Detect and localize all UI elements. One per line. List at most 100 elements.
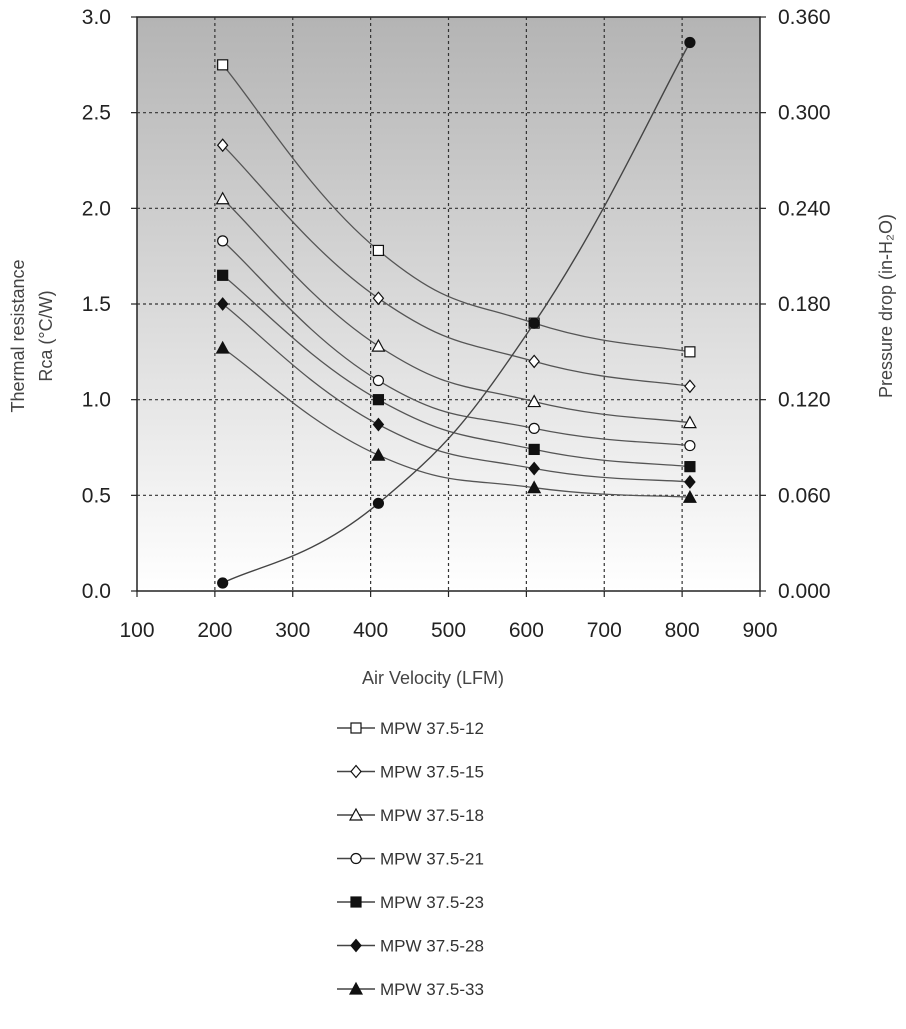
series-7 — [215, 340, 697, 503]
series-4 — [217, 235, 696, 452]
legend-marker — [348, 807, 364, 821]
data-point — [372, 291, 385, 306]
data-point — [684, 439, 696, 452]
legend-marker — [350, 938, 362, 953]
x-tick-label: 500 — [431, 619, 466, 642]
grid-lines — [137, 17, 760, 591]
y-left-tick-label: 0.0 — [82, 580, 111, 603]
data-point — [684, 379, 696, 394]
pressure-data-point — [217, 577, 229, 589]
data-point — [216, 138, 229, 153]
y-right-tick-label: 0.240 — [778, 197, 831, 220]
series-3 — [215, 191, 697, 429]
y-axis-left-title-line1: Thermal resistance — [8, 259, 28, 412]
data-point — [527, 480, 542, 494]
data-point — [217, 59, 229, 71]
y-right-tick-label: 0.120 — [778, 389, 831, 412]
series-5 — [217, 269, 696, 473]
y-right-tick-label: 0.360 — [778, 6, 831, 29]
data-point — [528, 422, 540, 434]
pressure-data-point — [372, 497, 385, 509]
legend-item: MPW 37.5-15 — [337, 763, 484, 782]
legend: MPW 37.5-12 MPW 37.5-15 MPW 37.5-18 MPW 37.… — [337, 719, 484, 999]
y-axis-right-title: Pressure drop (in-H₂O) — [876, 214, 896, 398]
y-right-tick-label: 0.180 — [778, 293, 831, 316]
legend-item: MPW 37.5-18 — [337, 806, 484, 825]
pressure-line — [222, 42, 691, 584]
series-line — [222, 303, 690, 483]
data-point — [215, 191, 230, 205]
x-tick-label: 200 — [197, 619, 232, 642]
x-tick-label: 400 — [353, 619, 388, 642]
data-point — [528, 354, 540, 369]
pressure-drop-series — [217, 36, 696, 589]
x-tick-label: 600 — [509, 619, 544, 642]
legend-item: MPW 37.5-21 — [337, 850, 484, 869]
data-point — [372, 374, 385, 387]
data-point — [217, 269, 229, 281]
data-point — [371, 338, 386, 352]
y-left-tick-label: 1.0 — [82, 389, 111, 412]
data-point — [372, 244, 385, 257]
x-tick-label: 800 — [665, 619, 700, 642]
legend-label: MPW 37.5-12 — [380, 719, 484, 738]
data-point — [216, 297, 229, 311]
legend-marker — [350, 722, 362, 734]
data-point — [528, 461, 540, 476]
data-point — [217, 235, 229, 247]
pressure-data-point — [528, 317, 540, 329]
data-point — [528, 443, 540, 456]
legend-label: MPW 37.5-28 — [380, 937, 484, 956]
legend-label: MPW 37.5-33 — [380, 980, 484, 999]
legend-marker — [350, 896, 362, 908]
data-point — [372, 394, 385, 406]
data-point — [684, 461, 696, 473]
series-2 — [216, 138, 696, 394]
x-tick-label: 700 — [587, 619, 622, 642]
legend-marker — [350, 764, 362, 779]
series-line — [222, 144, 691, 387]
series-line — [222, 198, 690, 424]
y-right-tick-label: 0.060 — [778, 484, 831, 507]
series-6 — [216, 297, 696, 489]
data-point — [684, 346, 696, 358]
pressure-data-point — [684, 36, 696, 49]
data-point — [371, 447, 386, 461]
legend-label: MPW 37.5-21 — [380, 850, 484, 869]
x-axis-title: Air Velocity (LFM) — [362, 668, 504, 688]
legend-item: MPW 37.5-12 — [337, 719, 484, 738]
y-left-tick-label: 1.5 — [82, 293, 111, 316]
y-right-tick-label: 0.300 — [778, 102, 831, 125]
y-axis-right-ticks: 0.000 0.060 0.120 0.180 0.240 0.300 0.360 — [760, 6, 831, 603]
legend-item: MPW 37.5-33 — [337, 980, 484, 999]
data-point — [215, 340, 230, 354]
legend-item: MPW 37.5-28 — [337, 937, 484, 956]
series-line — [222, 347, 690, 498]
x-tick-label: 900 — [742, 619, 777, 642]
x-tick-label: 100 — [119, 619, 154, 642]
legend-label: MPW 37.5-18 — [380, 806, 484, 825]
series-line — [222, 64, 691, 353]
x-tick-label: 300 — [275, 619, 310, 642]
data-point — [527, 394, 542, 408]
y-right-tick-label: 0.000 — [778, 580, 831, 603]
y-left-tick-label: 2.0 — [82, 197, 111, 220]
series-line — [222, 274, 690, 468]
y-left-tick-label: 3.0 — [82, 6, 111, 29]
legend-label: MPW 37.5-15 — [380, 763, 484, 782]
y-left-tick-label: 0.5 — [82, 484, 111, 507]
y-left-tick-label: 2.5 — [82, 102, 111, 125]
series-line — [222, 240, 690, 447]
series-layer — [215, 36, 697, 589]
legend-label: MPW 37.5-23 — [380, 893, 484, 912]
legend-marker — [350, 852, 362, 865]
data-point — [682, 489, 697, 503]
data-point — [684, 475, 696, 489]
x-axis-ticks: 100 200 300 400 500 600 700 800 900 — [119, 591, 778, 642]
data-point — [372, 417, 385, 432]
legend-item: MPW 37.5-23 — [337, 893, 484, 912]
y-axis-left-ticks: 0.0 0.5 1.0 1.5 2.0 2.5 3.0 — [82, 6, 137, 603]
data-point — [682, 415, 697, 429]
